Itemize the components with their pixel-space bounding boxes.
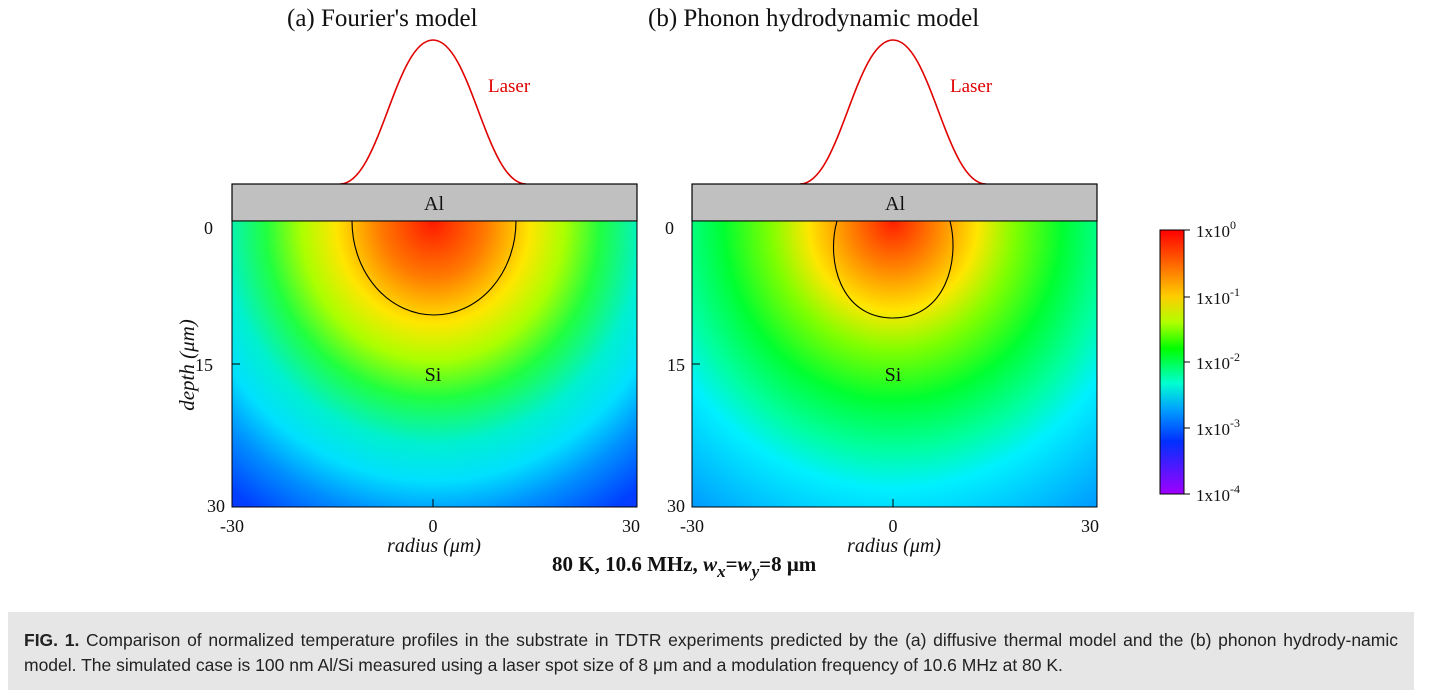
contour-b [833, 221, 954, 319]
laser-profile-a [339, 39, 527, 185]
laser-profile-b [799, 39, 987, 185]
al-label-a: Al [424, 193, 444, 215]
svg-text:1x10-2: 1x10-2 [1196, 350, 1240, 373]
figure: (a) Fourier's model Laser Al Si 0 15 30 … [175, 5, 1240, 581]
si-label-b: Si [885, 364, 902, 386]
xtick-a-0: 0 [429, 516, 438, 536]
figure-caption: FIG. 1. Comparison of normalized tempera… [8, 612, 1414, 690]
svg-text:1x10-1: 1x10-1 [1196, 285, 1240, 308]
colorbar-tick-3: 1x10-3 [1184, 416, 1240, 439]
xlabel-b: radius (μm) [847, 535, 941, 557]
temperature-map-b [692, 221, 1097, 507]
ytick-a-30: 30 [207, 496, 225, 516]
svg-text:1x10-4: 1x10-4 [1196, 482, 1240, 505]
ylabel-a: depth (μm) [175, 319, 199, 411]
colorbar-gradient [1159, 229, 1185, 495]
colorbar-tick-0: 1x100 [1184, 218, 1236, 241]
condition-label: 80 K, 10.6 MHz, wx=wy=8 μm [552, 552, 817, 581]
xtick-a-30: 30 [622, 516, 640, 536]
xlabel-a: radius (μm) [387, 535, 481, 557]
caption-text: Comparison of normalized temperature pro… [24, 630, 1398, 675]
colorbar-tick-4: 1x10-4 [1184, 482, 1240, 505]
ytick-a-15: 15 [195, 355, 213, 375]
contour-a [351, 221, 517, 316]
panel-a-title: (a) Fourier's model [287, 5, 478, 32]
temperature-map-a [232, 221, 637, 507]
ytick-b-30: 30 [667, 496, 685, 516]
al-layer-a [231, 183, 638, 222]
panel-b: (b) Phonon hydrodynamic model Laser Al S… [648, 5, 1099, 557]
panel-b-title: (b) Phonon hydrodynamic model [648, 5, 979, 32]
colorbar-tick-1: 1x10-1 [1184, 285, 1240, 308]
laser-label-a: Laser [488, 76, 531, 97]
caption-label: FIG. 1. [24, 630, 80, 650]
al-label-b: Al [885, 193, 905, 215]
panel-a: (a) Fourier's model Laser Al Si 0 15 30 … [175, 5, 640, 557]
svg-text:1x100: 1x100 [1196, 218, 1236, 241]
colorbar: 1x100 1x10-1 1x10-2 1x10-3 1x10-4 [1159, 218, 1240, 505]
xtick-b-30: 30 [1081, 516, 1099, 536]
xtick-a-neg30: -30 [220, 516, 244, 536]
ytick-a-0: 0 [204, 218, 213, 238]
ytick-b-15: 15 [667, 355, 685, 375]
colorbar-tick-2: 1x10-2 [1184, 350, 1240, 373]
si-label-a: Si [425, 364, 442, 386]
xtick-b-0: 0 [889, 516, 898, 536]
svg-text:1x10-3: 1x10-3 [1196, 416, 1240, 439]
ytick-b-0: 0 [665, 218, 674, 238]
xtick-b-neg30: -30 [680, 516, 704, 536]
laser-label-b: Laser [950, 76, 993, 97]
